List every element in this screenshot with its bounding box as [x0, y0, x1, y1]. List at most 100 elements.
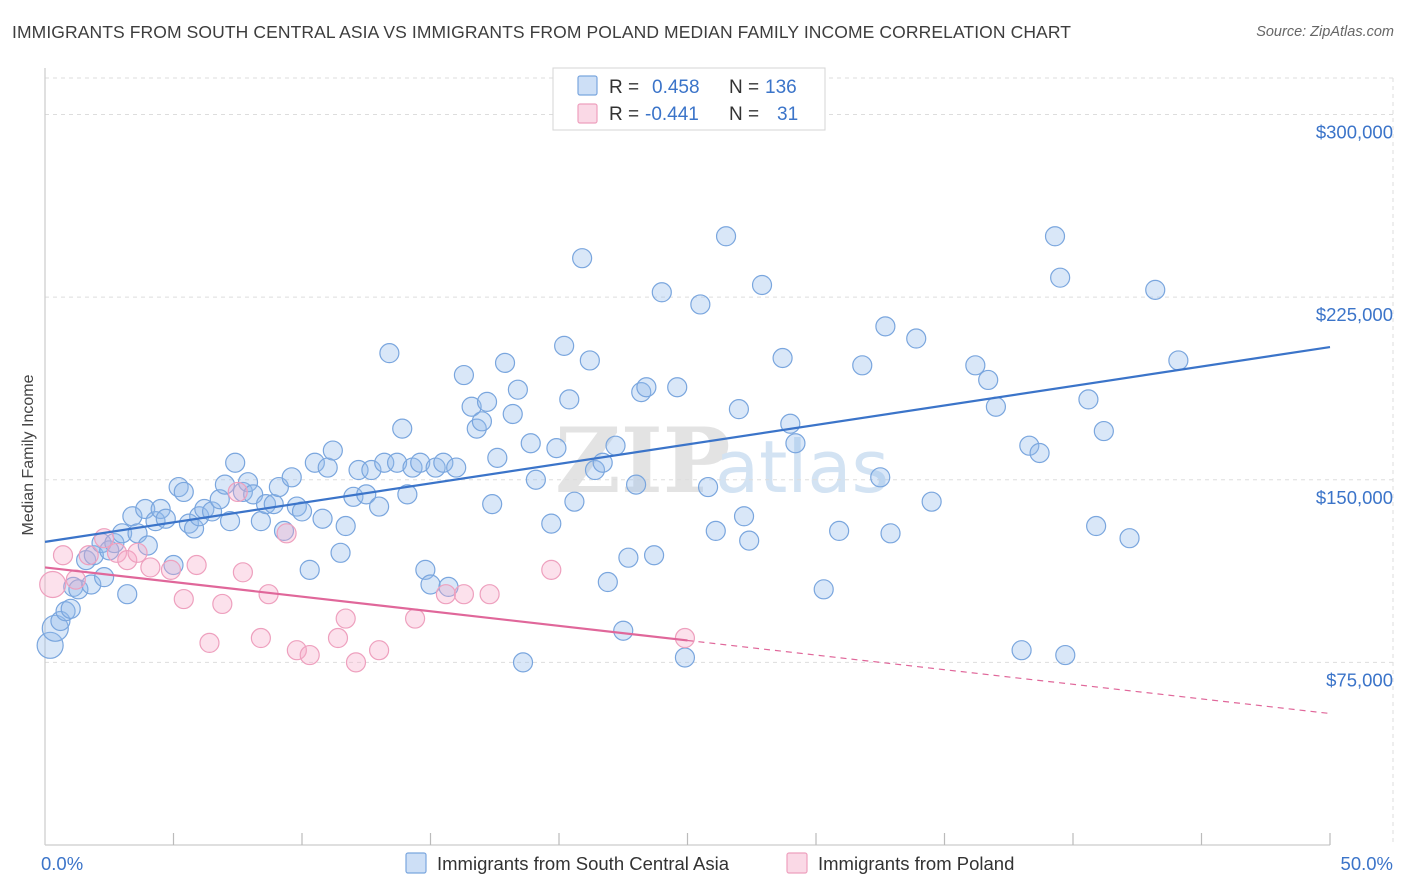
legend-n-value-1: 136: [765, 77, 797, 98]
point-south-central-asia-94: [605, 435, 626, 456]
point-south-central-asia-42: [273, 520, 295, 541]
point-south-central-asia-134: [1093, 420, 1114, 442]
point-poland-30: [674, 627, 696, 649]
point-poland-20: [299, 644, 320, 666]
point-south-central-asia-112: [772, 347, 793, 369]
point-south-central-asia-32: [214, 474, 235, 495]
point-south-central-asia-102: [667, 377, 688, 398]
point-south-central-asia-8: [81, 574, 102, 595]
point-south-central-asia-97: [625, 474, 647, 495]
point-south-central-asia-78: [494, 352, 516, 373]
point-south-central-asia-33: [219, 511, 241, 532]
point-south-central-asia-85: [546, 438, 567, 459]
point-south-central-asia-75: [476, 391, 498, 412]
point-poland-12: [199, 632, 220, 654]
point-south-central-asia-116: [829, 520, 850, 541]
point-poland-19: [286, 640, 307, 661]
point-south-central-asia-128: [1029, 442, 1050, 464]
legend-swatch-pink: [577, 103, 598, 124]
point-poland-29: [541, 559, 562, 580]
legend-swatch-blue: [577, 75, 598, 96]
point-south-central-asia-79: [502, 403, 523, 425]
watermark-atlas: atlas: [715, 425, 889, 509]
point-south-central-asia-50: [322, 440, 343, 461]
series-south-central-asia-points: [36, 226, 1189, 673]
trend-line-poland: [44, 566, 688, 642]
point-south-central-asia-123: [965, 355, 986, 376]
point-south-central-asia-72: [461, 396, 482, 417]
point-south-central-asia-133: [1086, 515, 1107, 537]
point-south-central-asia-109: [733, 506, 755, 527]
point-south-central-asia-56: [361, 459, 382, 481]
point-south-central-asia-38: [250, 511, 271, 532]
point-south-central-asia-84: [541, 513, 562, 534]
point-south-central-asia-51: [330, 542, 351, 563]
point-south-central-asia-127: [1019, 435, 1040, 456]
point-south-central-asia-107: [715, 226, 737, 247]
point-poland-23: [345, 652, 367, 673]
point-south-central-asia-101: [651, 282, 672, 303]
point-poland-3: [78, 545, 99, 566]
legend-r-value-1: 0.458: [652, 77, 700, 98]
point-south-central-asia-131: [1055, 644, 1076, 666]
y-tick-label-2: $225,000: [1316, 304, 1393, 325]
point-south-central-asia-81: [512, 652, 534, 673]
point-south-central-asia-43: [281, 467, 302, 488]
point-south-central-asia-119: [875, 316, 896, 337]
point-south-central-asia-88: [564, 491, 585, 512]
point-poland-9: [160, 559, 182, 580]
point-south-central-asia-60: [386, 452, 408, 473]
point-south-central-asia-91: [584, 459, 606, 481]
legend-r-label-2: R =: [609, 104, 639, 125]
point-south-central-asia-3: [55, 601, 76, 622]
point-poland-21: [327, 627, 349, 649]
point-south-central-asia-115: [813, 579, 834, 600]
point-south-central-asia-118: [870, 467, 891, 488]
point-south-central-asia-117: [852, 355, 873, 376]
point-south-central-asia-120: [880, 523, 901, 544]
point-south-central-asia-15: [117, 584, 138, 605]
legend-n-value-2: 31: [777, 104, 798, 125]
point-south-central-asia-61: [392, 418, 413, 439]
point-south-central-asia-114: [785, 433, 806, 454]
point-south-central-asia-122: [921, 491, 942, 512]
point-south-central-asia-47: [304, 452, 325, 473]
series-legend: Immigrants from South Central Asia Immig…: [405, 852, 1014, 874]
point-south-central-asia-99: [636, 377, 657, 398]
legend-r-value-2: -0.441: [645, 104, 699, 125]
point-south-central-asia-100: [643, 545, 665, 566]
source-credit: Source: ZipAtlas.com: [1256, 24, 1394, 40]
point-south-central-asia-25: [173, 481, 194, 503]
bottom-legend-swatch-blue: [405, 852, 427, 874]
point-south-central-asia-9: [83, 545, 104, 566]
y-tick-label-3: $300,000: [1316, 122, 1393, 143]
point-poland-26: [435, 584, 457, 605]
point-poland-14: [227, 481, 248, 503]
point-poland-7: [127, 542, 148, 563]
point-south-central-asia-70: [446, 457, 467, 478]
point-poland-28: [479, 584, 500, 605]
y-tick-label-0: $75,000: [1326, 669, 1393, 690]
point-south-central-asia-124: [978, 369, 999, 391]
point-south-central-asia-4: [60, 598, 81, 619]
point-south-central-asia-0: [36, 631, 64, 659]
point-poland-25: [404, 608, 426, 629]
correlation-legend: R = 0.458 N = 136 R = -0.441 N = 31: [552, 67, 826, 131]
point-south-central-asia-11: [94, 567, 115, 588]
trend-line-south-central-asia: [44, 345, 1331, 543]
point-poland-6: [117, 550, 138, 571]
point-poland-5: [106, 542, 128, 563]
point-south-central-asia-66: [420, 574, 441, 595]
point-south-central-asia-83: [525, 469, 546, 490]
point-south-central-asia-90: [579, 350, 600, 371]
point-south-central-asia-40: [263, 494, 284, 515]
point-south-central-asia-96: [618, 547, 639, 568]
point-south-central-asia-48: [312, 508, 333, 529]
point-south-central-asia-77: [487, 447, 508, 468]
x-tick-label-min: 0.0%: [41, 853, 83, 874]
point-poland-8: [140, 557, 161, 578]
bottom-legend-label-pink: Immigrants from Poland: [818, 853, 1014, 874]
legend-box: [552, 67, 826, 131]
point-poland-15: [232, 562, 253, 583]
